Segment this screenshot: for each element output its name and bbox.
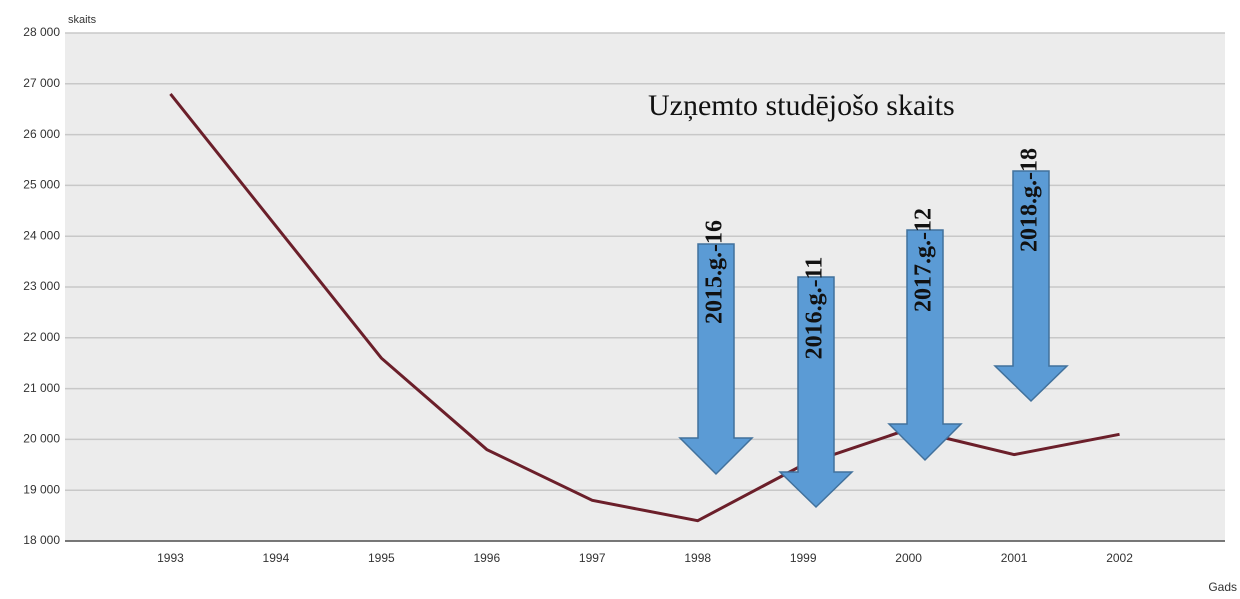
x-tick-label: 2000 bbox=[895, 551, 922, 565]
grid bbox=[65, 32, 1225, 542]
x-tick-label: 1994 bbox=[263, 551, 290, 565]
x-tick-label: 1997 bbox=[579, 551, 606, 565]
y-tick-label: 19 000 bbox=[23, 482, 60, 496]
annotation: 2017.g.-12 bbox=[911, 208, 937, 312]
annotation-arrow: 2016.g.-11 bbox=[778, 257, 854, 509]
y-tick-label: 18 000 bbox=[23, 533, 60, 547]
x-tick-label: 2002 bbox=[1106, 551, 1133, 565]
y-tick-label: 20 000 bbox=[23, 432, 60, 446]
annotation: 2018.g.-18 bbox=[1017, 148, 1043, 252]
lines bbox=[169, 93, 1120, 523]
x-tick-label: 1999 bbox=[790, 551, 817, 565]
annotation: 2015.g.-16 bbox=[702, 220, 728, 324]
x-tick-label: 1996 bbox=[473, 551, 500, 565]
y-tick-label: 22 000 bbox=[23, 330, 60, 344]
annotation-arrow: 2017.g.-12 bbox=[887, 208, 963, 462]
y-tick-label: 24 000 bbox=[23, 228, 60, 242]
annotation-arrow: 2018.g.-18 bbox=[993, 148, 1069, 403]
x-tick-label: 1993 bbox=[157, 551, 184, 565]
y-tick-label: 23 000 bbox=[23, 279, 60, 293]
x-axis-label: Gads bbox=[1208, 580, 1237, 594]
y-tick-label: 25 000 bbox=[23, 178, 60, 192]
y-tick-label: 27 000 bbox=[23, 76, 60, 90]
chart-title: Uzņemto studējošo skaits bbox=[648, 89, 955, 122]
y-tick-label: 21 000 bbox=[23, 381, 60, 395]
x-tick-label: 2001 bbox=[1001, 551, 1028, 565]
y-tick-label: 26 000 bbox=[23, 127, 60, 141]
annotation: 2016.g.-11 bbox=[802, 257, 828, 360]
y-axis-label: skaits bbox=[68, 14, 97, 26]
y-tick-label: 28 000 bbox=[23, 25, 60, 39]
annotation-arrow: 2015.g.-16 bbox=[678, 220, 754, 476]
data-line bbox=[169, 93, 1120, 523]
x-tick-label: 1995 bbox=[368, 551, 395, 565]
x-tick-label: 1998 bbox=[684, 551, 711, 565]
